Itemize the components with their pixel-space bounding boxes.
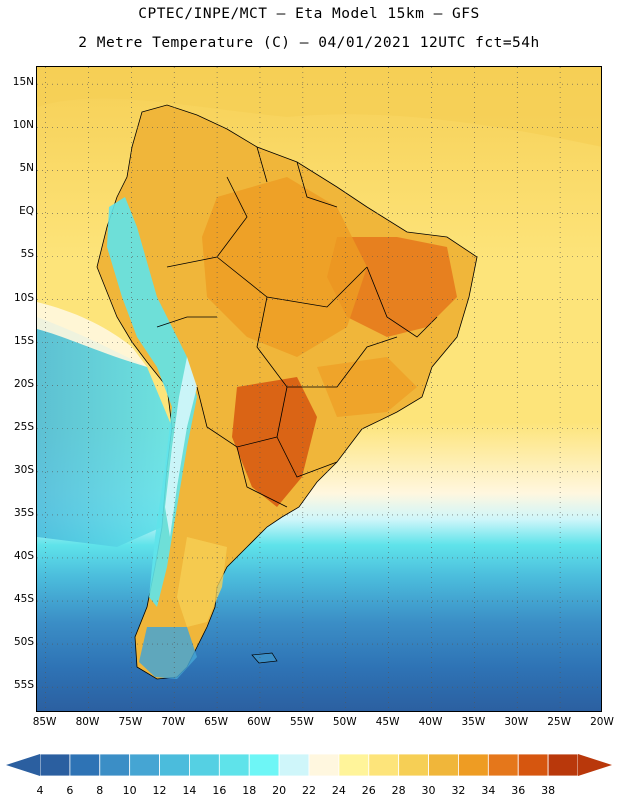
longitude-label: 65W: [204, 716, 228, 728]
colorbar-swatch: [487, 753, 519, 777]
map-title-line-1: CPTEC/INPE/MCT – Eta Model 15km – GFS: [138, 6, 480, 22]
colorbar-tick-label: 8: [96, 784, 104, 797]
colorbar-low-arrow: [6, 754, 40, 776]
colorbar-tick-label: 16: [212, 784, 227, 797]
caribbean-warm: [37, 67, 601, 147]
latitude-label: 40S: [13, 549, 34, 562]
andes-cold-core: [165, 357, 197, 537]
colorbar-tick-label: 36: [511, 784, 526, 797]
longitude-label: 55W: [289, 716, 314, 728]
temperature-map: [36, 66, 602, 712]
latitude-label: 5S: [20, 248, 34, 261]
colorbar-tick-label: 20: [272, 784, 287, 797]
latitude-label: 25S: [13, 420, 34, 433]
latitude-label: 10N: [12, 119, 34, 132]
longitude-label: 60W: [247, 716, 271, 728]
colorbar-tick-label: 34: [481, 784, 496, 797]
colorbar-swatch: [308, 753, 340, 777]
latitude-label: 50S: [13, 636, 34, 649]
colorbar-tick-label: 4: [36, 784, 44, 797]
colorbar-tick-label: 18: [242, 784, 257, 797]
latitude-label: 15N: [12, 76, 34, 89]
longitude-label: 25W: [547, 716, 571, 728]
colorbar-swatch: [428, 753, 459, 777]
falkland-islands: [251, 652, 278, 664]
colorbar-swatch: [189, 753, 220, 777]
colorbar-swatch: [248, 753, 280, 777]
colorbar-tick-label: 22: [302, 784, 316, 797]
longitude-label: 45W: [375, 716, 400, 728]
latitude-label: 15S: [13, 334, 34, 347]
longitude-label: 30W: [504, 716, 529, 728]
colorbar-swatch: [218, 753, 250, 777]
colorbar-high-arrow: [578, 754, 612, 776]
colorbar-swatch: [39, 753, 71, 777]
longitude-label: 85W: [32, 716, 57, 728]
colorbar-swatch: [278, 753, 310, 777]
colorbar-tick-label: 32: [451, 784, 466, 797]
longitude-label: 20W: [590, 716, 614, 728]
longitude-label: 50W: [332, 716, 357, 728]
colorbar-tick-label: 6: [66, 784, 74, 797]
longitude-label: 35W: [461, 716, 486, 728]
colorbar-swatch: [517, 753, 549, 777]
latitude-label: 5N: [19, 162, 34, 175]
colorbar-swatch: [368, 753, 400, 777]
colorbar-swatch: [458, 753, 489, 777]
latitude-label: 35S: [13, 506, 34, 519]
map-title-line-2: 2 Metre Temperature (C) – 04/01/2021 12U…: [78, 35, 540, 51]
latitude-label: 30S: [13, 463, 34, 476]
colorbar-swatch: [338, 753, 370, 777]
country-borders: [156, 146, 438, 508]
pacific-warm-strip: [37, 302, 147, 367]
colorbar-tick-label: 14: [182, 784, 197, 797]
colorbar-tick-label: 12: [152, 784, 167, 797]
latitude-label: EQ: [19, 205, 34, 218]
latitude-label: 10S: [13, 291, 34, 304]
colorbar-swatch: [159, 753, 190, 777]
longitude-label: 70W: [161, 716, 186, 728]
colorbar-swatch: [99, 753, 131, 777]
latitude-label: 20S: [13, 377, 34, 390]
patagonia-cool: [139, 627, 197, 679]
longitude-label: 75W: [118, 716, 143, 728]
colorbar-tick-label: 26: [361, 784, 376, 797]
colorbar-tick-label: 10: [122, 784, 137, 797]
colorbar-tick-label: 24: [331, 784, 346, 797]
colorbar-tick-label: 38: [541, 784, 556, 797]
pacific-cool-band: [37, 317, 172, 547]
colorbar-tick-label: 28: [391, 784, 406, 797]
colorbar-swatch: [129, 753, 160, 777]
latitude-label: 55S: [13, 679, 34, 692]
colorbar-tick-label: 30: [421, 784, 436, 797]
colorbar-swatch: [69, 753, 101, 777]
colorbar-swatch: [547, 753, 579, 777]
colorbar-swatch: [398, 753, 429, 777]
colorbar: [6, 753, 612, 777]
latitude-label: 45S: [13, 593, 34, 606]
longitude-label: 40W: [418, 716, 443, 728]
longitude-label: 80W: [75, 716, 100, 728]
patagonia-mild: [177, 537, 227, 627]
warm-region-brazil-se: [317, 357, 417, 417]
